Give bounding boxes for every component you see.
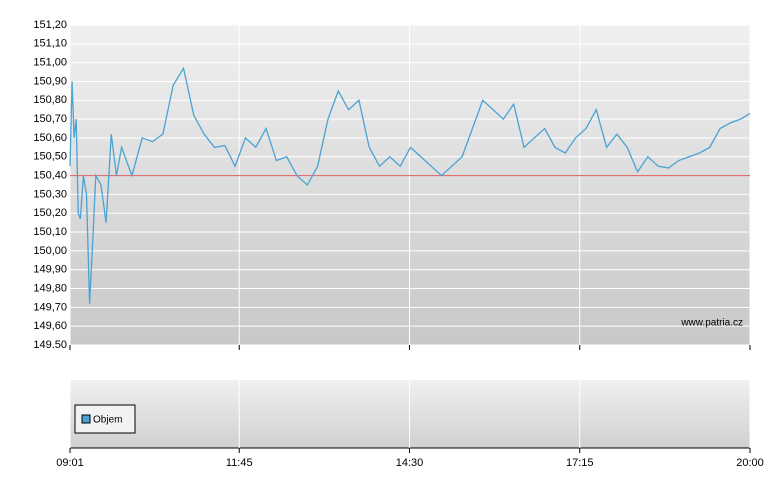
- y-tick-label: 150,80: [33, 94, 67, 106]
- x-tick-label: 17:15: [566, 457, 594, 469]
- y-tick-label: 151,00: [33, 57, 67, 69]
- y-tick-label: 151,20: [33, 19, 67, 31]
- x-tick-label: 09:01: [56, 457, 84, 469]
- y-tick-label: 150,50: [33, 151, 67, 163]
- price-panel: [70, 25, 750, 345]
- legend-swatch: [81, 414, 91, 424]
- y-tick-label: 149,90: [33, 264, 67, 276]
- y-tick-label: 150,10: [33, 226, 67, 238]
- y-tick-label: 150,90: [33, 75, 67, 87]
- volume-panel: [70, 380, 750, 448]
- y-tick-label: 150,00: [33, 245, 67, 257]
- legend-label: Objem: [93, 415, 122, 426]
- x-tick-label: 11:45: [226, 457, 253, 469]
- y-tick-label: 150,70: [33, 113, 67, 125]
- y-tick-label: 149,60: [33, 320, 67, 332]
- y-tick-label: 150,40: [33, 169, 67, 181]
- y-tick-label: 150,20: [33, 207, 67, 219]
- x-tick-label: 20:00: [736, 457, 764, 469]
- x-tick-label: 14:30: [396, 457, 424, 469]
- y-tick-label: 150,30: [33, 188, 67, 200]
- y-tick-label: 150,60: [33, 132, 67, 144]
- y-tick-label: 149.50: [33, 339, 67, 351]
- y-tick-label: 149,70: [33, 301, 67, 313]
- price-line: [69, 66, 751, 304]
- y-tick-label: 151,10: [33, 38, 67, 50]
- watermark: www.patria.cz: [680, 318, 743, 329]
- y-tick-label: 149,80: [33, 282, 67, 294]
